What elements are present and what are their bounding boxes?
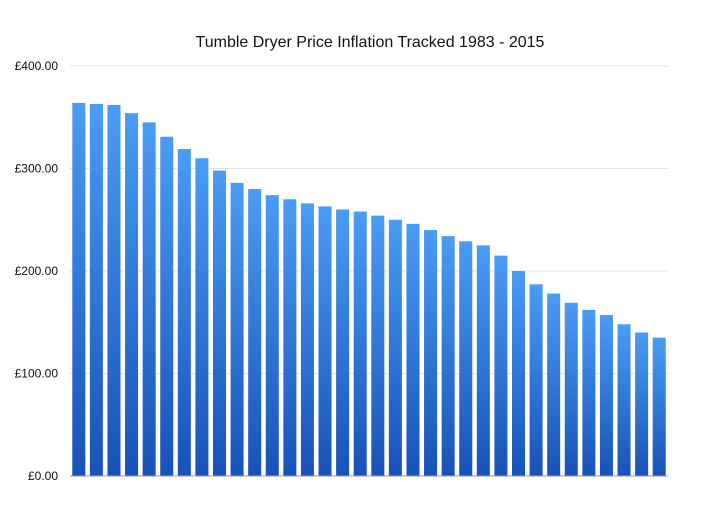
- chart-title: Tumble Dryer Price Inflation Tracked 198…: [195, 34, 545, 51]
- bar: [336, 209, 350, 476]
- y-tick-label: £200.00: [15, 264, 59, 278]
- bar: [599, 315, 613, 476]
- bar: [511, 271, 526, 476]
- bar: [300, 203, 314, 476]
- bar: [635, 332, 649, 476]
- bar: [265, 195, 279, 476]
- bar: [283, 199, 297, 476]
- bar: [353, 211, 367, 477]
- y-tick-label: £300.00: [15, 162, 59, 176]
- bar: [177, 149, 191, 476]
- bar: [72, 102, 86, 477]
- bar: [547, 293, 561, 476]
- y-axis-ticks: £0.00 £100.00 £200.00 £300.00 £400.00: [15, 59, 59, 483]
- bar: [89, 103, 103, 477]
- bar: [318, 206, 332, 476]
- bar: [424, 230, 438, 476]
- bar: [388, 219, 402, 476]
- bar: [406, 223, 420, 476]
- bar: [441, 236, 455, 476]
- bar: [230, 182, 244, 476]
- bar: [459, 241, 473, 476]
- y-tick-label: £100.00: [15, 367, 59, 381]
- bar: [529, 284, 543, 476]
- bar: [582, 309, 596, 476]
- bar: [125, 113, 139, 477]
- y-tick-label: £400.00: [15, 59, 59, 73]
- bar: [617, 324, 631, 476]
- bar: [652, 337, 666, 477]
- gridlines: [70, 65, 668, 374]
- bar: [248, 189, 262, 476]
- bars: [72, 102, 666, 477]
- bar: [476, 245, 490, 477]
- bar: [564, 302, 578, 476]
- bar: [142, 122, 156, 477]
- bar: [212, 170, 227, 477]
- bar: [371, 215, 385, 476]
- bar: [107, 104, 121, 476]
- y-tick-label: £0.00: [28, 469, 58, 483]
- bar: [195, 158, 209, 476]
- bar: [494, 255, 508, 477]
- bar: [160, 136, 174, 477]
